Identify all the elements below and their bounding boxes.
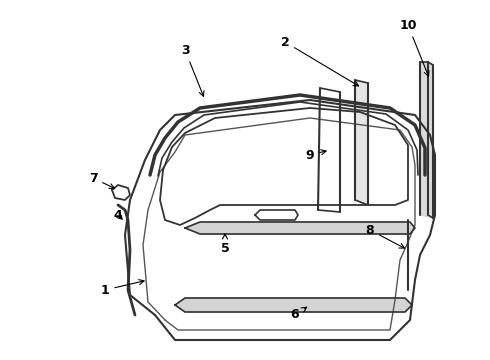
Text: 8: 8	[366, 224, 404, 248]
Polygon shape	[355, 80, 368, 205]
Text: 5: 5	[220, 234, 229, 255]
Text: 9: 9	[306, 149, 326, 162]
Polygon shape	[175, 298, 412, 312]
Polygon shape	[185, 222, 415, 234]
Text: 1: 1	[100, 280, 144, 297]
Text: 6: 6	[291, 307, 307, 321]
Text: 10: 10	[399, 18, 429, 76]
Text: 2: 2	[281, 36, 359, 86]
Text: 4: 4	[114, 208, 122, 221]
Polygon shape	[420, 62, 433, 218]
Text: 7: 7	[89, 171, 114, 188]
Text: 3: 3	[181, 44, 204, 96]
